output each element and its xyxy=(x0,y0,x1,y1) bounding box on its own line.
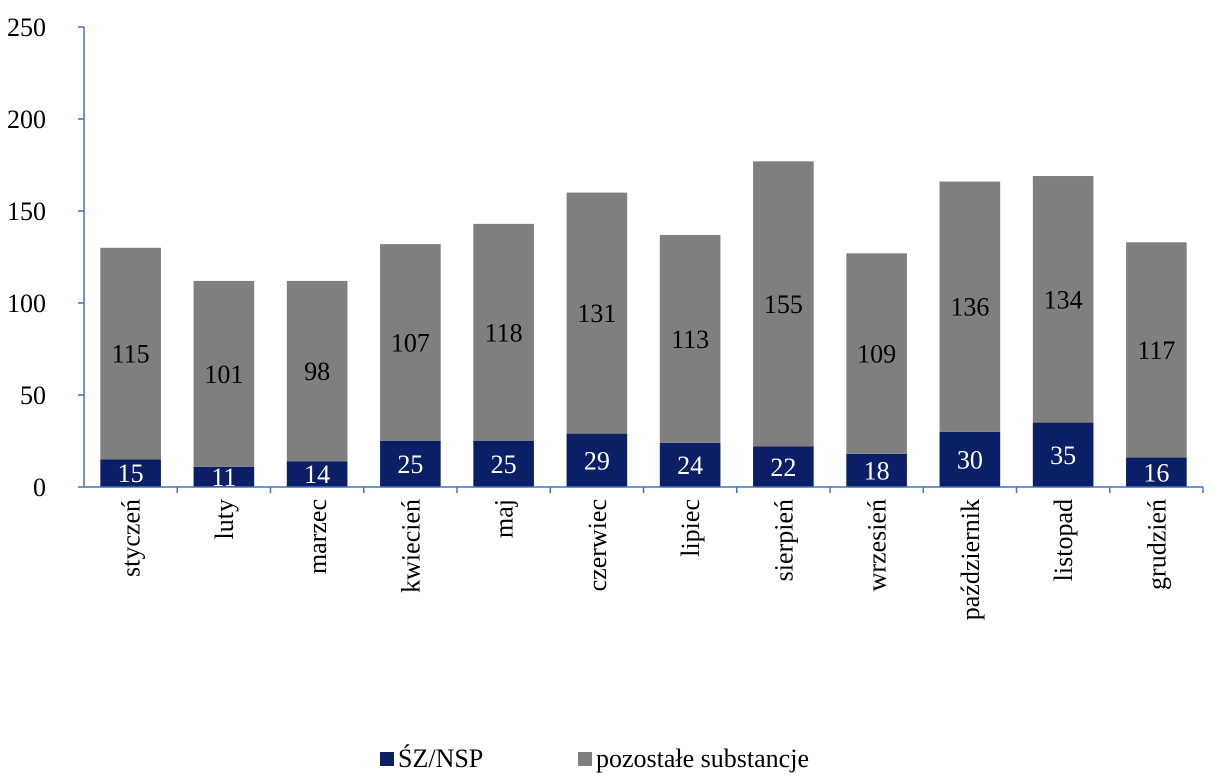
data-label-szn: 24 xyxy=(677,451,703,480)
y-tick-label: 0 xyxy=(33,473,46,502)
data-label-other: 107 xyxy=(391,329,430,358)
data-label-szn: 14 xyxy=(304,460,330,489)
data-label-other: 136 xyxy=(950,293,989,322)
legend-label-szn: ŚZ/NSP xyxy=(398,744,484,773)
y-tick-label: 50 xyxy=(20,381,46,410)
legend: ŚZ/NSP pozostałe substancje xyxy=(0,742,1211,776)
bar-segment-other xyxy=(193,280,255,467)
bar-segment-other xyxy=(100,247,161,460)
data-label-other: 101 xyxy=(204,360,243,389)
bar-segment-szn xyxy=(659,442,721,487)
x-tick-label: marzec xyxy=(303,499,332,574)
bar-segment-szn xyxy=(939,431,1001,487)
data-label-other: 155 xyxy=(764,290,803,319)
x-tick-label: październik xyxy=(956,499,985,620)
bar-segment-other xyxy=(1032,176,1094,423)
x-tick-label: kwiecień xyxy=(396,499,425,593)
bar-segment-szn xyxy=(566,433,628,487)
data-label-szn: 18 xyxy=(864,456,890,485)
bar-segment-szn xyxy=(846,453,907,487)
bar-segment-szn xyxy=(1032,422,1094,487)
data-label-other: 118 xyxy=(485,318,523,347)
y-tick-label: 200 xyxy=(7,105,46,134)
x-tick-label: czerwiec xyxy=(583,499,612,591)
bar-segment-other xyxy=(286,280,348,462)
y-tick-label: 250 xyxy=(7,13,46,42)
x-tick-label: luty xyxy=(210,499,239,539)
bar-segment-other xyxy=(846,253,907,454)
data-label-szn: 22 xyxy=(770,453,796,482)
data-label-other: 98 xyxy=(304,357,330,386)
bar-segment-szn xyxy=(753,446,814,487)
data-label-other: 131 xyxy=(577,299,616,328)
x-tick-label: styczeń xyxy=(117,499,146,577)
legend-item-other: pozostałe substancje xyxy=(578,742,809,776)
bar-segment-szn xyxy=(100,459,161,487)
legend-item-szn: ŚZ/NSP xyxy=(380,742,483,776)
data-label-szn: 25 xyxy=(491,450,517,479)
bar-segment-szn xyxy=(1126,457,1187,487)
legend-swatch-szn xyxy=(380,752,394,766)
bar-segment-other xyxy=(753,161,814,447)
legend-label-other: pozostałe substancje xyxy=(596,744,809,773)
data-label-other: 134 xyxy=(1044,285,1083,314)
value-labels: 1511511101149825107251182913124113221551… xyxy=(112,285,1176,492)
data-label-szn: 30 xyxy=(957,445,983,474)
data-label-other: 113 xyxy=(671,325,709,354)
x-tick-label: maj xyxy=(490,499,519,538)
data-label-szn: 16 xyxy=(1143,458,1169,487)
y-tick-label: 150 xyxy=(7,197,46,226)
x-tick-label: sierpień xyxy=(769,499,798,581)
x-axis-labels: styczeń luty marzec kwiecień maj czerwiec lipi… xyxy=(117,487,1204,620)
bar-segment-szn xyxy=(286,461,348,487)
bar-segment-szn xyxy=(193,466,255,487)
data-label-szn: 25 xyxy=(397,450,423,479)
data-label-other: 117 xyxy=(1137,336,1175,365)
bar-segment-szn xyxy=(473,441,534,487)
x-tick-label: lipiec xyxy=(676,499,705,557)
data-label-other: 109 xyxy=(857,340,896,369)
bar-segment-other xyxy=(380,244,441,441)
bar-segment-other xyxy=(1126,242,1187,458)
bar-segment-other xyxy=(939,181,1001,432)
data-label-szn: 29 xyxy=(584,446,610,475)
x-tick-label: grudzień xyxy=(1142,499,1171,590)
bar-segment-other xyxy=(659,234,721,443)
bars xyxy=(100,161,1187,487)
data-label-szn: 15 xyxy=(118,459,144,488)
y-tick-label: 100 xyxy=(7,289,46,318)
y-axis-ticks: 0 50 100 150 200 250 xyxy=(7,13,84,502)
data-label-szn: 35 xyxy=(1050,441,1076,470)
bar-segment-other xyxy=(566,192,628,434)
legend-swatch-other xyxy=(578,752,592,766)
data-label-other: 115 xyxy=(112,340,150,369)
bar-segment-szn xyxy=(380,441,441,487)
x-tick-label: listopad xyxy=(1049,499,1078,581)
bar-segment-other xyxy=(473,223,534,441)
x-tick-label: wrzesień xyxy=(863,499,892,591)
